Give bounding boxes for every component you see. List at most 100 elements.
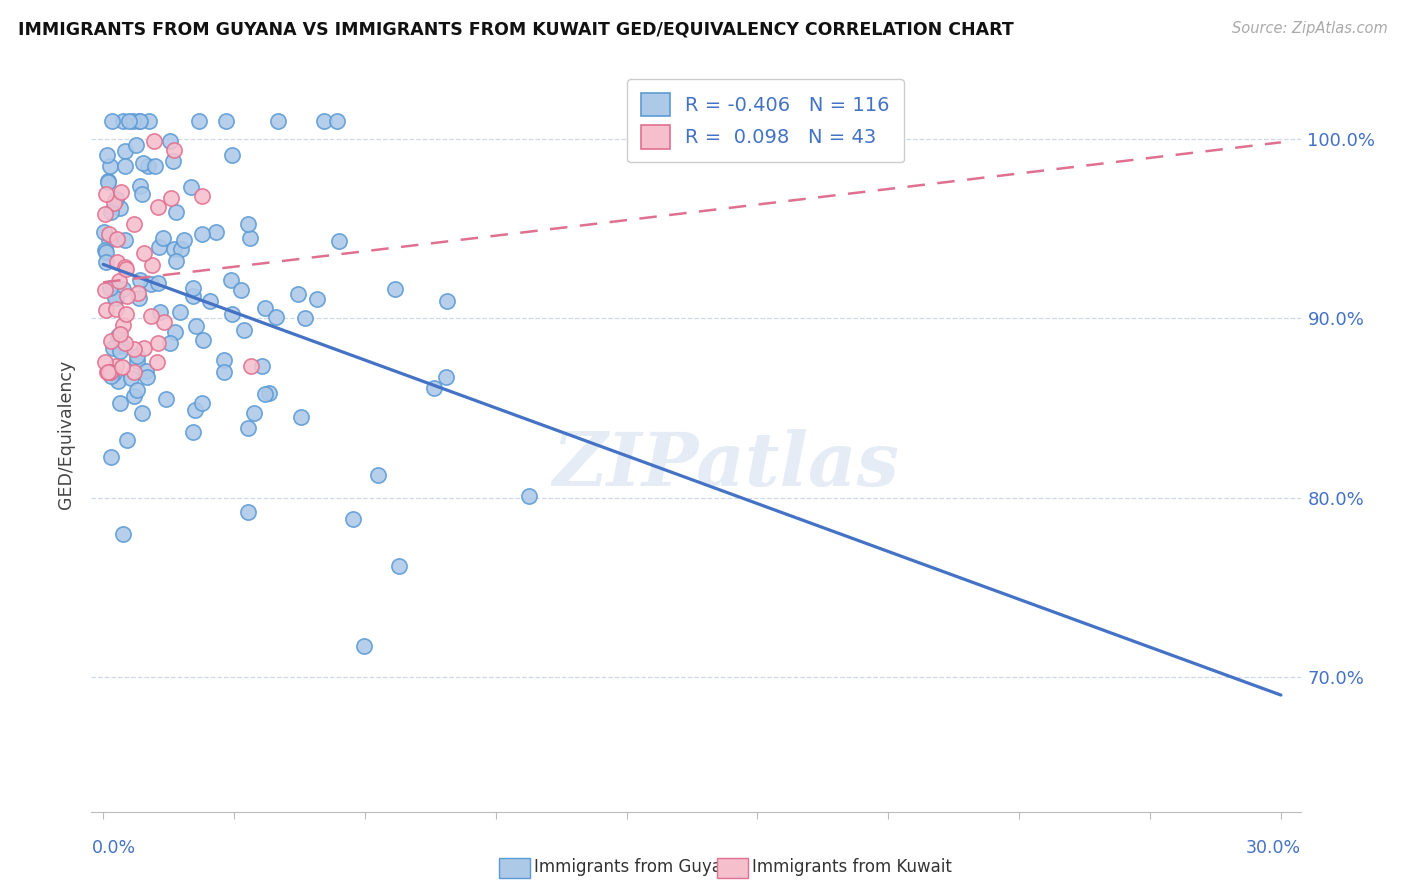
Point xyxy=(127,286,149,301)
Text: Source: ZipAtlas.com: Source: ZipAtlas.com xyxy=(1232,21,1388,36)
Point xyxy=(111,360,134,375)
Point xyxy=(221,273,243,287)
Point xyxy=(131,406,153,420)
Point xyxy=(122,365,145,379)
Point xyxy=(93,283,115,297)
Point xyxy=(160,191,183,205)
Point xyxy=(146,276,169,290)
Point xyxy=(114,159,136,173)
Point xyxy=(97,365,120,379)
Point xyxy=(165,253,187,268)
Legend: R = -0.406   N = 116, R =  0.098   N = 43: R = -0.406 N = 116, R = 0.098 N = 43 xyxy=(627,79,904,162)
Point xyxy=(96,147,118,161)
Point xyxy=(97,174,120,188)
Point xyxy=(105,359,128,373)
Point xyxy=(125,349,148,363)
Point xyxy=(100,334,122,349)
Point xyxy=(517,489,540,503)
Point xyxy=(112,527,135,541)
Point xyxy=(191,188,214,202)
Y-axis label: GED/Equivalency: GED/Equivalency xyxy=(58,360,76,509)
Point xyxy=(94,355,117,369)
Point xyxy=(121,113,143,128)
Point xyxy=(155,392,177,406)
Point xyxy=(212,365,235,379)
Point xyxy=(266,310,288,325)
Point xyxy=(307,292,329,306)
Point xyxy=(328,234,350,248)
Point xyxy=(148,240,170,254)
Point xyxy=(129,113,152,128)
Point xyxy=(110,185,132,199)
Point xyxy=(254,301,277,315)
Point xyxy=(191,227,214,241)
Point xyxy=(114,233,136,247)
Point xyxy=(221,307,243,321)
Point xyxy=(165,205,187,219)
Point xyxy=(104,291,127,305)
Point xyxy=(212,353,235,368)
Point xyxy=(152,231,174,245)
Point xyxy=(436,293,458,308)
Point xyxy=(125,383,148,397)
Point xyxy=(294,310,316,325)
Text: Immigrants from Guyana: Immigrants from Guyana xyxy=(534,858,742,876)
Point xyxy=(159,134,181,148)
Point xyxy=(100,369,122,384)
Point xyxy=(128,273,150,287)
Point xyxy=(104,192,127,206)
Point xyxy=(110,339,132,353)
Point xyxy=(163,242,186,256)
Point xyxy=(290,410,312,425)
Point xyxy=(111,113,134,128)
Point xyxy=(162,153,184,168)
Point xyxy=(148,200,170,214)
Text: 30.0%: 30.0% xyxy=(1246,839,1301,857)
Point xyxy=(98,365,121,379)
Point xyxy=(98,233,121,247)
Point xyxy=(110,327,132,342)
Point xyxy=(94,243,117,257)
Point xyxy=(124,138,146,153)
Point xyxy=(367,468,389,483)
Point xyxy=(149,305,172,319)
Point xyxy=(173,233,195,247)
Point xyxy=(231,283,253,297)
Point xyxy=(287,286,309,301)
Point xyxy=(267,113,290,128)
Point xyxy=(434,369,457,384)
Point xyxy=(198,293,221,308)
Point xyxy=(141,277,163,291)
Point xyxy=(135,370,157,384)
Point xyxy=(169,305,191,319)
Point xyxy=(122,342,145,356)
Point xyxy=(94,187,117,202)
Point xyxy=(128,291,150,305)
Point xyxy=(239,231,262,245)
Point xyxy=(384,282,406,296)
Point xyxy=(114,335,136,350)
Point xyxy=(101,113,124,128)
Point xyxy=(98,159,121,173)
Point xyxy=(170,242,193,256)
Point xyxy=(314,113,336,128)
Point xyxy=(191,333,214,347)
Point xyxy=(98,281,121,295)
Point xyxy=(240,359,263,373)
Point xyxy=(115,289,138,303)
Point xyxy=(141,258,163,272)
Point xyxy=(238,421,260,435)
Point xyxy=(128,178,150,193)
Point xyxy=(165,326,187,340)
Point xyxy=(232,323,254,337)
Point xyxy=(254,387,277,401)
Point xyxy=(184,402,207,417)
Point xyxy=(146,354,169,368)
Point xyxy=(100,450,122,464)
Point xyxy=(188,113,211,128)
Point xyxy=(103,341,125,355)
Point xyxy=(100,204,122,219)
Point xyxy=(103,366,125,380)
Point xyxy=(159,335,181,350)
Point xyxy=(131,156,153,170)
